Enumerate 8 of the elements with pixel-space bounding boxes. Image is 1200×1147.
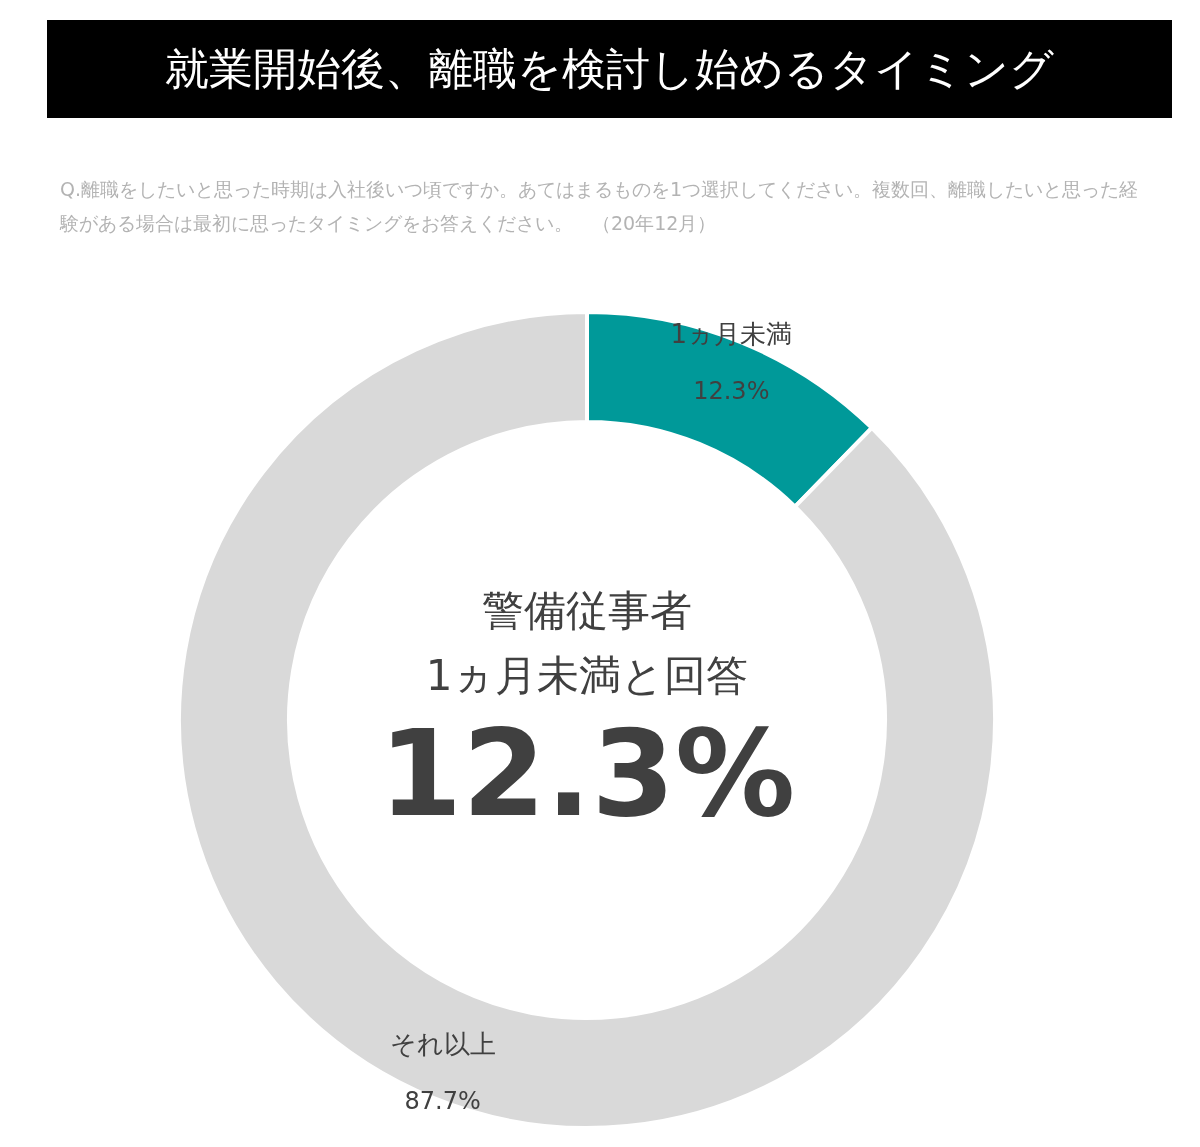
text: 1ヵ月未満と回答 xyxy=(425,651,749,700)
data-label: 87.7% xyxy=(404,1086,481,1115)
chart-title: 就業開始後、離職を検討し始めるタイミング xyxy=(47,20,1172,118)
chart-subtitle: Q.離職をしたいと思った時期は入社後いつ頃ですか。あてはまるものを1つ選択してください。複数回、離職したいと思った経験がある場合は最初に思ったタイミングをお答えください。 （20年12月） xyxy=(60,177,1140,236)
slice-label: それ以上 xyxy=(389,1028,496,1059)
text: 警備従事者 xyxy=(482,586,692,635)
text: 12.3% xyxy=(378,704,796,843)
data-label: 12.3% xyxy=(693,377,770,406)
